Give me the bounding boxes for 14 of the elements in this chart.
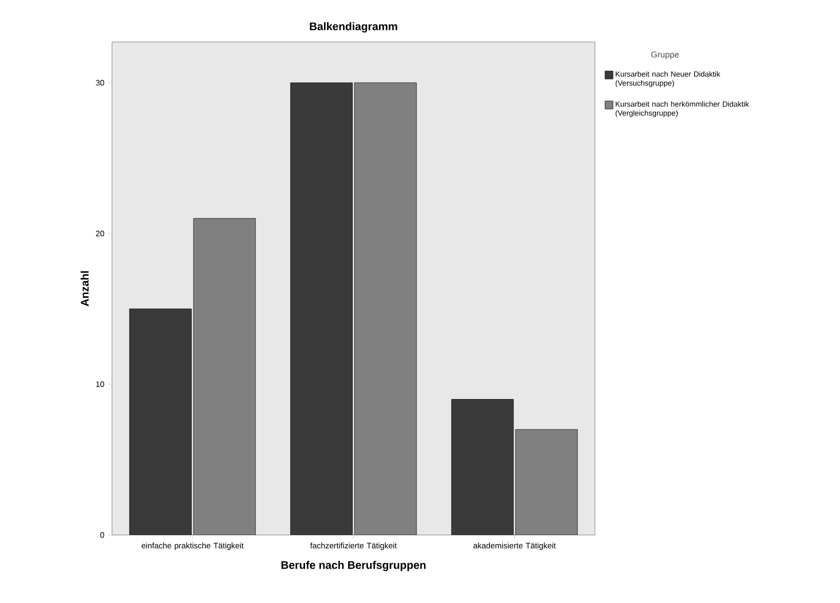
bar — [290, 82, 353, 535]
x-tick-label: akademisierte Tätigkeit — [473, 542, 556, 550]
bar — [129, 308, 192, 535]
y-tick-label: 20 — [96, 230, 104, 236]
y-axis-title: Anzahl — [80, 271, 89, 306]
x-tick-label: einfache praktische Tätigkeit — [142, 542, 244, 550]
x-axis-title: Berufe nach Berufsgruppen — [282, 560, 426, 572]
legend-title: Gruppe — [651, 52, 679, 60]
x-tick-label: fachzertifizierte Tätigkeit — [310, 542, 397, 550]
chart-title: Balkendiagramm — [310, 22, 398, 32]
y-tick-label: 0 — [100, 532, 104, 538]
y-tick-label: 10 — [96, 381, 104, 388]
y-tick-label: 30 — [96, 80, 104, 86]
bar — [451, 399, 514, 535]
